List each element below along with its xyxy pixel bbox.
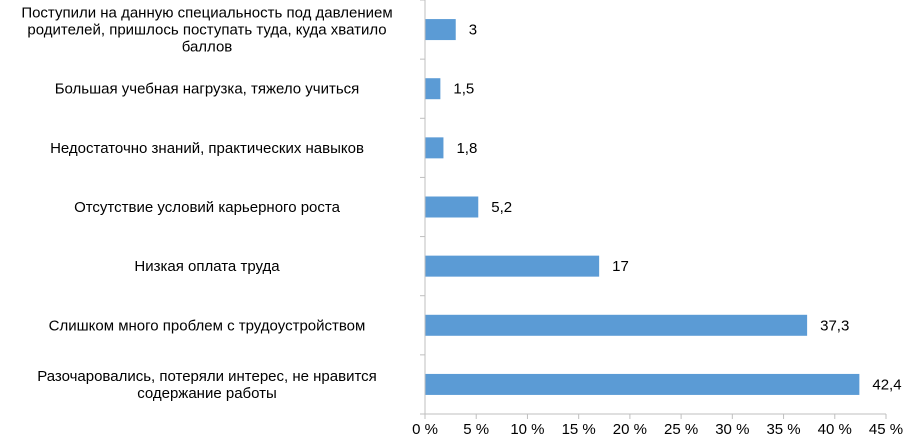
bar-value-label: 1,8 [456, 140, 477, 157]
category-label: Слишком много проблем с трудоустройством [49, 317, 366, 334]
bar-value-label: 42,4 [872, 376, 901, 393]
category-label: Разочаровались, потеряли интерес, не нра… [37, 368, 377, 402]
bar-value-label: 3 [469, 22, 477, 39]
bar [425, 314, 808, 336]
x-tick-label: 15 % [562, 421, 596, 436]
bar-value-label: 5,2 [491, 199, 512, 216]
bar-value-label: 1,5 [453, 81, 474, 98]
bar [425, 137, 444, 159]
x-tick-label: 5 % [463, 421, 489, 436]
category-label: Низкая оплата труда [134, 258, 280, 275]
bar [425, 19, 456, 41]
bar [425, 255, 600, 277]
category-label: Поступили на данную специальность под да… [21, 5, 392, 56]
category-label: Большая учебная нагрузка, тяжело учиться [55, 81, 360, 98]
x-tick-label: 25 % [664, 421, 698, 436]
x-tick-label: 10 % [510, 421, 544, 436]
x-tick-label: 45 % [869, 421, 903, 436]
bar-value-label: 17 [612, 258, 629, 275]
bar [425, 196, 479, 218]
bar [425, 373, 860, 395]
x-tick-label: 0 % [412, 421, 438, 436]
x-tick-label: 35 % [766, 421, 800, 436]
x-tick-label: 40 % [818, 421, 852, 436]
x-tick-label: 20 % [613, 421, 647, 436]
x-tick-label: 30 % [715, 421, 749, 436]
bar-value-label: 37,3 [820, 317, 849, 334]
category-label: Недостаточно знаний, практических навыко… [50, 140, 364, 157]
category-label: Отсутствие условий карьерного роста [74, 199, 341, 216]
bar [425, 78, 441, 100]
